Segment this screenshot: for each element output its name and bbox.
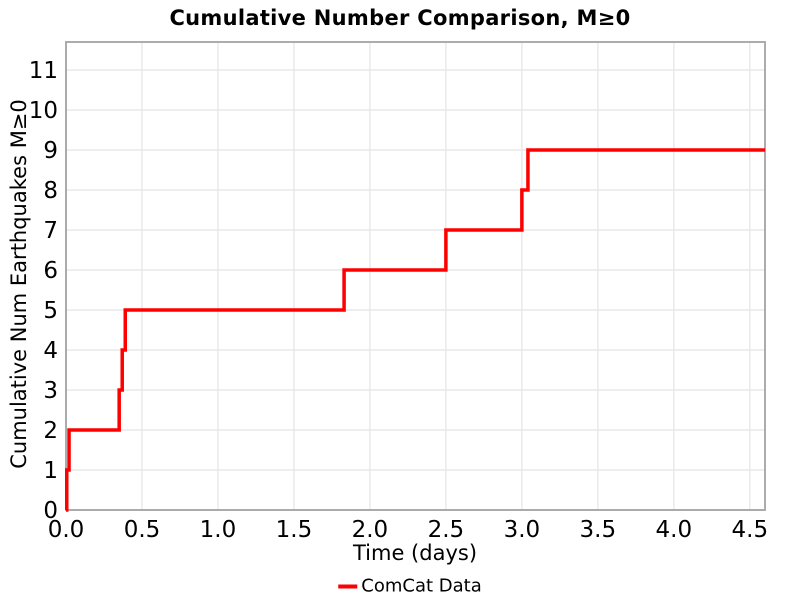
x-tick-label: 4.5 xyxy=(732,517,769,543)
x-tick-label: 0.5 xyxy=(124,517,161,543)
y-tick-label: 6 xyxy=(43,258,58,284)
chart-title: Cumulative Number Comparison, M≥0 xyxy=(169,6,631,30)
y-tick-label: 2 xyxy=(43,418,58,444)
y-tick-label: 8 xyxy=(43,178,58,204)
y-tick-label: 1 xyxy=(43,458,58,484)
y-tick-label: 11 xyxy=(29,58,58,84)
x-tick-label: 3.5 xyxy=(580,517,617,543)
x-tick-label: 4.0 xyxy=(656,517,693,543)
y-tick-label: 0 xyxy=(43,498,58,524)
y-tick-label: 9 xyxy=(43,138,58,164)
plot-border xyxy=(65,41,766,511)
x-tick-label: 1.5 xyxy=(276,517,313,543)
data-line-comcat-data xyxy=(65,148,765,512)
x-tick-label: 3.0 xyxy=(504,517,541,543)
legend-line-swatch xyxy=(338,584,358,588)
y-tick-label: 3 xyxy=(43,378,58,404)
y-tick-label: 7 xyxy=(43,218,58,244)
x-axis-label: Time (days) xyxy=(352,541,478,565)
x-tick-label: 2.5 xyxy=(428,517,465,543)
legend: ComCat Data xyxy=(338,575,482,597)
x-tick-label: 1.0 xyxy=(200,517,237,543)
y-tick-label: 5 xyxy=(43,298,58,324)
y-tick-label: 4 xyxy=(43,338,58,364)
x-tick-label: 0.0 xyxy=(48,517,85,543)
y-axis-label: Cumulative Num Earthquakes M≥0 xyxy=(7,99,31,469)
legend-label: ComCat Data xyxy=(361,575,482,597)
x-tick-label: 2.0 xyxy=(352,517,389,543)
y-tick-label: 10 xyxy=(29,98,58,124)
